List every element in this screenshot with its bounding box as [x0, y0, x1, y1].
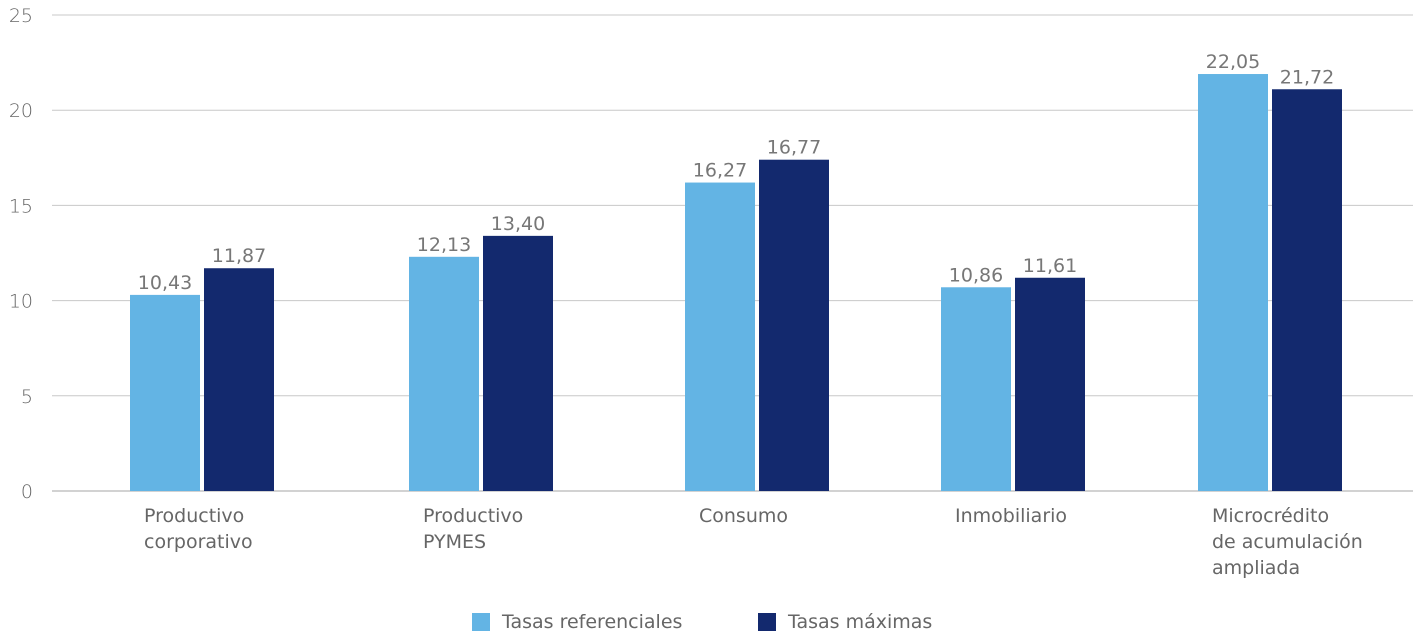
data-label: 16,27 — [693, 160, 747, 182]
x-tick-label: Productivo corporativo — [144, 505, 253, 553]
data-label: 12,13 — [417, 234, 471, 256]
legend-label: Tasas referenciales — [501, 611, 682, 633]
legend-item: Tasas referenciales — [472, 611, 682, 633]
data-label: 10,86 — [949, 264, 1003, 286]
data-label: 10,43 — [138, 272, 192, 294]
y-tick-label: 15 — [9, 195, 33, 217]
y-tick-label: 10 — [9, 291, 33, 313]
y-tick-label: 0 — [21, 481, 33, 503]
bar-referencial — [409, 256, 479, 491]
bar-maxima — [1272, 89, 1342, 492]
x-tick-label: Consumo — [699, 505, 788, 527]
x-tick-label: Productivo PYMES — [423, 505, 523, 553]
data-label: 22,05 — [1206, 51, 1260, 73]
bar-maxima — [759, 159, 829, 492]
legend-swatch — [758, 613, 776, 631]
data-label: 13,40 — [491, 213, 545, 235]
bar-referencial — [685, 182, 755, 491]
x-tick-label: Inmobiliario — [955, 505, 1067, 527]
bar-referencial — [1198, 74, 1268, 492]
legend-item: Tasas máximas — [758, 611, 932, 633]
legend-label: Tasas máximas — [787, 611, 932, 633]
bar-maxima — [1015, 277, 1085, 491]
y-tick-label: 5 — [21, 386, 33, 408]
data-label: 11,61 — [1023, 255, 1077, 277]
bar-maxima — [483, 235, 553, 491]
x-axis: Productivo corporativo Productivo PYMES Cons… — [144, 505, 1363, 579]
bar-referencial — [941, 287, 1011, 491]
y-tick-label: 20 — [9, 100, 33, 122]
value-labels: 10,43 11,87 12,13 13,40 16,27 16,77 10,86 11,61… — [138, 51, 1334, 294]
bar-maxima — [204, 268, 274, 491]
data-label: 16,77 — [767, 137, 821, 159]
y-tick-label: 25 — [9, 5, 33, 27]
legend-swatch — [472, 613, 490, 631]
data-label: 21,72 — [1280, 66, 1334, 88]
bar-referencial — [130, 294, 200, 491]
bars — [130, 74, 1342, 492]
data-label: 11,87 — [212, 245, 266, 267]
y-axis: 0 5 10 15 20 25 — [9, 5, 33, 503]
x-tick-label: Microcrédito de acumulación ampliada — [1212, 505, 1363, 579]
legend: Tasas referenciales Tasas máximas — [472, 611, 932, 633]
